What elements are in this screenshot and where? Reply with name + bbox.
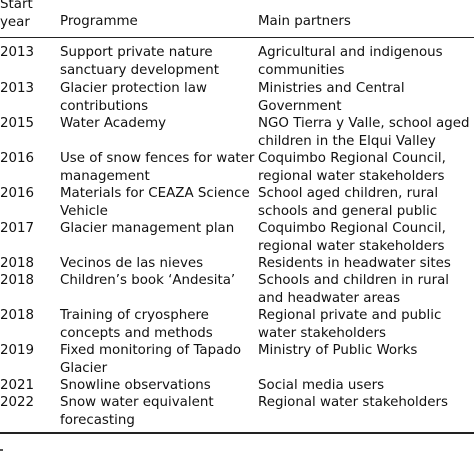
row-programme: Children’s book ‘Andesita’ bbox=[60, 273, 236, 288]
row-programme: Materials for CEAZA Science Vehicle bbox=[60, 186, 250, 219]
row-year: 2015 bbox=[0, 116, 35, 131]
row-partners: Residents in headwater sites bbox=[258, 256, 451, 271]
row-year: 2013 bbox=[0, 81, 35, 96]
footnote-mark bbox=[0, 449, 3, 451]
row-partners: Schools and children in rural and headwa… bbox=[258, 273, 450, 306]
row-programme: Support private nature sanctuary develop… bbox=[60, 45, 219, 78]
row-year: 2016 bbox=[0, 151, 35, 166]
row-programme: Glacier management plan bbox=[60, 221, 235, 236]
header-partners: Main partners bbox=[258, 14, 351, 29]
row-year: 2016 bbox=[0, 186, 35, 201]
row-year: 2017 bbox=[0, 221, 35, 236]
row-year: 2019 bbox=[0, 343, 35, 358]
row-year: 2018 bbox=[0, 308, 35, 323]
row-programme: Water Academy bbox=[60, 116, 167, 131]
header-programme: Programme bbox=[60, 14, 138, 29]
row-year: 2022 bbox=[0, 395, 35, 410]
row-partners: Regional water stakeholders bbox=[258, 395, 448, 410]
row-year: 2021 bbox=[0, 378, 35, 393]
header-start-year: Start year bbox=[0, 0, 33, 30]
row-partners: NGO Tierra y Valle, school aged children… bbox=[258, 116, 470, 149]
row-partners: Ministries and Central Government bbox=[258, 81, 405, 114]
row-year: 2018 bbox=[0, 273, 35, 288]
row-programme: Use of snow fences for water management bbox=[60, 151, 255, 184]
row-programme: Vecinos de las nieves bbox=[60, 256, 204, 271]
row-partners: Regional private and public water stakeh… bbox=[258, 308, 442, 341]
row-partners: Agricultural and indigenous communities bbox=[258, 45, 443, 78]
row-year: 2018 bbox=[0, 256, 35, 271]
bottom-rule bbox=[0, 432, 474, 434]
row-partners: Ministry of Public Works bbox=[258, 343, 418, 358]
row-partners: Coquimbo Regional Council, regional wate… bbox=[258, 151, 446, 184]
row-programme: Snow water equivalent forecasting bbox=[60, 395, 214, 428]
row-partners: Coquimbo Regional Council, regional wate… bbox=[258, 221, 446, 254]
row-year: 2013 bbox=[0, 45, 35, 60]
row-programme: Training of cryosphere concepts and meth… bbox=[60, 308, 213, 341]
row-programme: Fixed monitoring of Tapado Glacier bbox=[60, 343, 242, 376]
header-rule bbox=[0, 37, 474, 38]
row-programme: Snowline observations bbox=[60, 378, 211, 393]
row-partners: School aged children, rural schools and … bbox=[258, 186, 439, 219]
row-partners: Social media users bbox=[258, 378, 385, 393]
row-programme: Glacier protection law contributions bbox=[60, 81, 207, 114]
